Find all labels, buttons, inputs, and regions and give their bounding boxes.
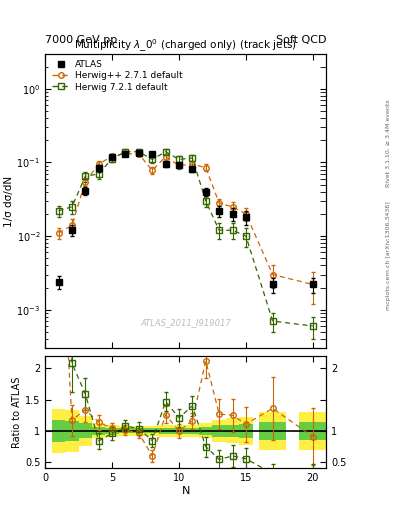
Bar bbox=[132, 426, 145, 436]
Y-axis label: 1/σ dσ/dN: 1/σ dσ/dN bbox=[4, 176, 14, 226]
Bar bbox=[145, 426, 159, 436]
Text: Rivet 3.1.10, ≥ 3.4M events: Rivet 3.1.10, ≥ 3.4M events bbox=[386, 99, 391, 187]
Bar bbox=[226, 418, 239, 443]
Bar bbox=[105, 428, 119, 434]
Bar bbox=[79, 423, 92, 438]
Bar bbox=[239, 424, 253, 438]
Bar bbox=[259, 412, 286, 450]
Text: mcplots.cern.ch [arXiv:1306.3436]: mcplots.cern.ch [arXiv:1306.3436] bbox=[386, 202, 391, 310]
Title: Multiplicity $\lambda\_0^0$ (charged only) (track jets): Multiplicity $\lambda\_0^0$ (charged onl… bbox=[74, 37, 297, 54]
Bar bbox=[213, 425, 226, 437]
Bar bbox=[199, 423, 213, 438]
X-axis label: N: N bbox=[182, 486, 190, 496]
Bar bbox=[226, 424, 239, 437]
Bar bbox=[119, 429, 132, 434]
Bar bbox=[186, 425, 199, 437]
Text: ATLAS_2011_I919017: ATLAS_2011_I919017 bbox=[140, 318, 231, 328]
Bar bbox=[92, 423, 105, 438]
Bar bbox=[259, 421, 286, 440]
Bar bbox=[199, 427, 213, 435]
Bar bbox=[145, 429, 159, 434]
Bar bbox=[79, 416, 92, 446]
Bar bbox=[172, 425, 186, 437]
Bar bbox=[65, 421, 79, 441]
Y-axis label: Ratio to ATLAS: Ratio to ATLAS bbox=[12, 376, 22, 448]
Bar bbox=[239, 417, 253, 445]
Bar bbox=[52, 420, 65, 442]
Bar bbox=[159, 425, 172, 437]
Legend: ATLAS, Herwig++ 2.7.1 default, Herwig 7.2.1 default: ATLAS, Herwig++ 2.7.1 default, Herwig 7.… bbox=[50, 58, 184, 93]
Bar bbox=[299, 412, 326, 450]
Bar bbox=[159, 428, 172, 434]
Bar bbox=[213, 420, 226, 442]
Bar bbox=[119, 426, 132, 436]
Bar bbox=[132, 429, 145, 434]
Bar bbox=[65, 410, 79, 452]
Bar bbox=[172, 428, 186, 434]
Bar bbox=[92, 427, 105, 435]
Text: 7000 GeV pp: 7000 GeV pp bbox=[45, 35, 118, 45]
Bar bbox=[186, 428, 199, 434]
Text: Soft QCD: Soft QCD bbox=[276, 35, 326, 45]
Bar bbox=[105, 425, 119, 437]
Bar bbox=[299, 421, 326, 440]
Bar bbox=[52, 409, 65, 453]
